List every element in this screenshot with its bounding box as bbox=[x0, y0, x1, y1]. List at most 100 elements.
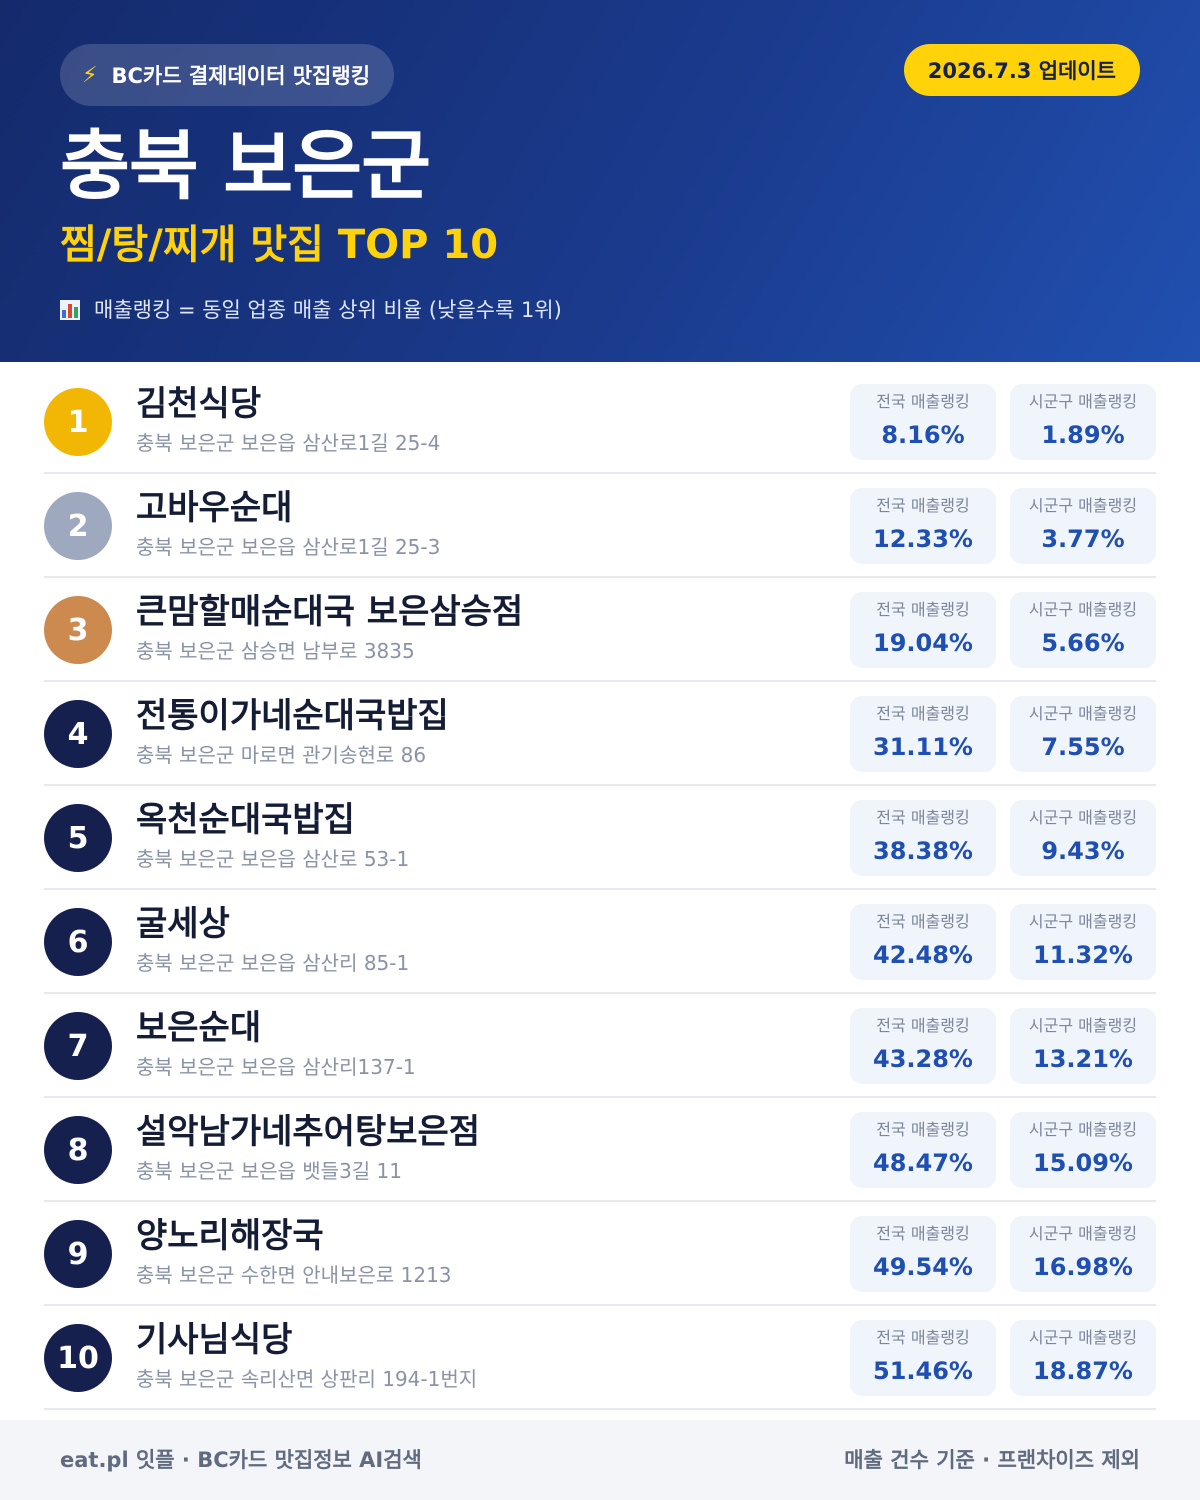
local-ranking-label: 시군구 매출랭킹 bbox=[1028, 808, 1138, 827]
rank-badge: 1 bbox=[44, 388, 112, 456]
update-badge: 2026.7.3 업데이트 bbox=[903, 44, 1140, 96]
restaurant-address: 충북 보은군 수한면 안내보은로 1213 bbox=[136, 1263, 452, 1287]
national-ranking-value: 19.04% bbox=[873, 629, 973, 657]
national-ranking-label: 전국 매출랭킹 bbox=[876, 392, 970, 411]
local-ranking-value: 7.55% bbox=[1041, 733, 1125, 761]
restaurant-row[interactable]: 1 김천식당 충북 보은군 보은읍 삼산로1길 25-4 전국 매출랭킹 8.16% 시군… bbox=[44, 370, 1156, 474]
restaurant-name: 큰맘할매순대국 보은삼승점 bbox=[136, 592, 524, 632]
national-ranking-value: 31.11% bbox=[873, 733, 973, 761]
restaurant-name: 고바우순대 bbox=[136, 488, 293, 528]
national-ranking-value: 48.47% bbox=[873, 1149, 973, 1177]
footer-source: eat.pl 잇플 · BC카드 맛집정보 AI검색 bbox=[60, 1448, 422, 1472]
rank-badge: 4 bbox=[44, 700, 112, 768]
national-ranking-card: 전국 매출랭킹 12.33% bbox=[850, 488, 996, 564]
restaurant-address: 충북 보은군 마로면 관기송현로 86 bbox=[136, 743, 427, 767]
national-ranking-value: 42.48% bbox=[873, 941, 973, 969]
national-ranking-card: 전국 매출랭킹 43.28% bbox=[850, 1008, 996, 1084]
rank-badge: 3 bbox=[44, 596, 112, 664]
national-ranking-value: 51.46% bbox=[873, 1357, 973, 1385]
restaurant-name: 설악남가네추어탕보은점 bbox=[136, 1112, 481, 1152]
local-ranking-label: 시군구 매출랭킹 bbox=[1028, 392, 1138, 411]
national-ranking-label: 전국 매출랭킹 bbox=[876, 496, 970, 515]
restaurant-name: 옥천순대국밥집 bbox=[136, 800, 355, 840]
rank-badge: 7 bbox=[44, 1012, 112, 1080]
local-ranking-value: 3.77% bbox=[1041, 525, 1125, 553]
footer: eat.pl 잇플 · BC카드 맛집정보 AI검색 매출 건수 기준 · 프랜… bbox=[0, 1420, 1200, 1500]
restaurant-list: 1 김천식당 충북 보은군 보은읍 삼산로1길 25-4 전국 매출랭킹 8.16% 시군… bbox=[44, 370, 1156, 1410]
category-title: 찜/탕/찌개 맛집 TOP 10 bbox=[60, 222, 499, 268]
source-label: BC카드 결제데이터 맛집랭킹 bbox=[111, 64, 371, 88]
local-ranking-value: 16.98% bbox=[1033, 1253, 1133, 1281]
local-ranking-card: 시군구 매출랭킹 18.87% bbox=[1010, 1320, 1156, 1396]
national-ranking-value: 49.54% bbox=[873, 1253, 973, 1281]
national-ranking-label: 전국 매출랭킹 bbox=[876, 1224, 970, 1243]
source-pill: ⚡ BC카드 결제데이터 맛집랭킹 bbox=[60, 44, 395, 106]
local-ranking-card: 시군구 매출랭킹 13.21% bbox=[1010, 1008, 1156, 1084]
local-ranking-card: 시군구 매출랭킹 7.55% bbox=[1010, 696, 1156, 772]
restaurant-name: 양노리해장국 bbox=[136, 1216, 324, 1256]
national-ranking-card: 전국 매출랭킹 42.48% bbox=[850, 904, 996, 980]
national-ranking-label: 전국 매출랭킹 bbox=[876, 1016, 970, 1035]
footer-note: 매출 건수 기준 · 프랜차이즈 제외 bbox=[844, 1448, 1140, 1472]
bar-chart-icon bbox=[60, 300, 80, 320]
national-ranking-card: 전국 매출랭킹 8.16% bbox=[850, 384, 996, 460]
restaurant-address: 충북 보은군 보은읍 삼산리137-1 bbox=[136, 1055, 416, 1079]
header-banner: ⚡ BC카드 결제데이터 맛집랭킹 2026.7.3 업데이트 충북 보은군 찜… bbox=[0, 0, 1200, 362]
rank-badge: 6 bbox=[44, 908, 112, 976]
national-ranking-value: 43.28% bbox=[873, 1045, 973, 1073]
national-ranking-label: 전국 매출랭킹 bbox=[876, 1120, 970, 1139]
national-ranking-label: 전국 매출랭킹 bbox=[876, 1328, 970, 1347]
ranking-note: 매출랭킹 = 동일 업종 매출 상위 비율 (낮을수록 1위) bbox=[60, 292, 562, 328]
local-ranking-label: 시군구 매출랭킹 bbox=[1028, 496, 1138, 515]
restaurant-name: 보은순대 bbox=[136, 1008, 262, 1048]
restaurant-address: 충북 보은군 보은읍 뱃들3길 11 bbox=[136, 1159, 403, 1183]
national-ranking-card: 전국 매출랭킹 19.04% bbox=[850, 592, 996, 668]
national-ranking-card: 전국 매출랭킹 38.38% bbox=[850, 800, 996, 876]
lightning-icon: ⚡ bbox=[82, 62, 98, 88]
restaurant-row[interactable]: 6 굴세상 충북 보은군 보은읍 삼산리 85-1 전국 매출랭킹 42.48% 시군구 … bbox=[44, 890, 1156, 994]
national-ranking-card: 전국 매출랭킹 51.46% bbox=[850, 1320, 996, 1396]
ranking-note-text: 매출랭킹 = 동일 업종 매출 상위 비율 (낮을수록 1위) bbox=[94, 298, 562, 322]
local-ranking-card: 시군구 매출랭킹 5.66% bbox=[1010, 592, 1156, 668]
local-ranking-value: 15.09% bbox=[1033, 1149, 1133, 1177]
national-ranking-value: 38.38% bbox=[873, 837, 973, 865]
rank-badge: 8 bbox=[44, 1116, 112, 1184]
local-ranking-card: 시군구 매출랭킹 15.09% bbox=[1010, 1112, 1156, 1188]
national-ranking-card: 전국 매출랭킹 49.54% bbox=[850, 1216, 996, 1292]
local-ranking-value: 9.43% bbox=[1041, 837, 1125, 865]
local-ranking-label: 시군구 매출랭킹 bbox=[1028, 1120, 1138, 1139]
local-ranking-label: 시군구 매출랭킹 bbox=[1028, 600, 1138, 619]
rank-badge: 2 bbox=[44, 492, 112, 560]
local-ranking-value: 5.66% bbox=[1041, 629, 1125, 657]
national-ranking-value: 12.33% bbox=[873, 525, 973, 553]
local-ranking-card: 시군구 매출랭킹 9.43% bbox=[1010, 800, 1156, 876]
national-ranking-value: 8.16% bbox=[881, 421, 965, 449]
local-ranking-value: 1.89% bbox=[1041, 421, 1125, 449]
local-ranking-value: 18.87% bbox=[1033, 1357, 1133, 1385]
national-ranking-card: 전국 매출랭킹 48.47% bbox=[850, 1112, 996, 1188]
restaurant-name: 김천식당 bbox=[136, 384, 262, 424]
national-ranking-label: 전국 매출랭킹 bbox=[876, 704, 970, 723]
rank-badge: 5 bbox=[44, 804, 112, 872]
update-label: 2026.7.3 업데이트 bbox=[927, 59, 1116, 83]
national-ranking-label: 전국 매출랭킹 bbox=[876, 600, 970, 619]
restaurant-address: 충북 보은군 속리산면 상판리 194-1번지 bbox=[136, 1367, 478, 1391]
restaurant-row[interactable]: 3 큰맘할매순대국 보은삼승점 충북 보은군 삼승면 남부로 3835 전국 매출랭킹… bbox=[44, 578, 1156, 682]
local-ranking-card: 시군구 매출랭킹 16.98% bbox=[1010, 1216, 1156, 1292]
restaurant-address: 충북 보은군 보은읍 삼산로 53-1 bbox=[136, 847, 410, 871]
restaurant-name: 굴세상 bbox=[136, 904, 230, 944]
restaurant-address: 충북 보은군 보은읍 삼산로1길 25-3 bbox=[136, 535, 441, 559]
local-ranking-label: 시군구 매출랭킹 bbox=[1028, 912, 1138, 931]
rank-badge: 10 bbox=[44, 1324, 112, 1392]
restaurant-name: 전통이가네순대국밥집 bbox=[136, 696, 449, 736]
local-ranking-card: 시군구 매출랭킹 11.32% bbox=[1010, 904, 1156, 980]
restaurant-name: 기사님식당 bbox=[136, 1320, 293, 1360]
rank-badge: 9 bbox=[44, 1220, 112, 1288]
